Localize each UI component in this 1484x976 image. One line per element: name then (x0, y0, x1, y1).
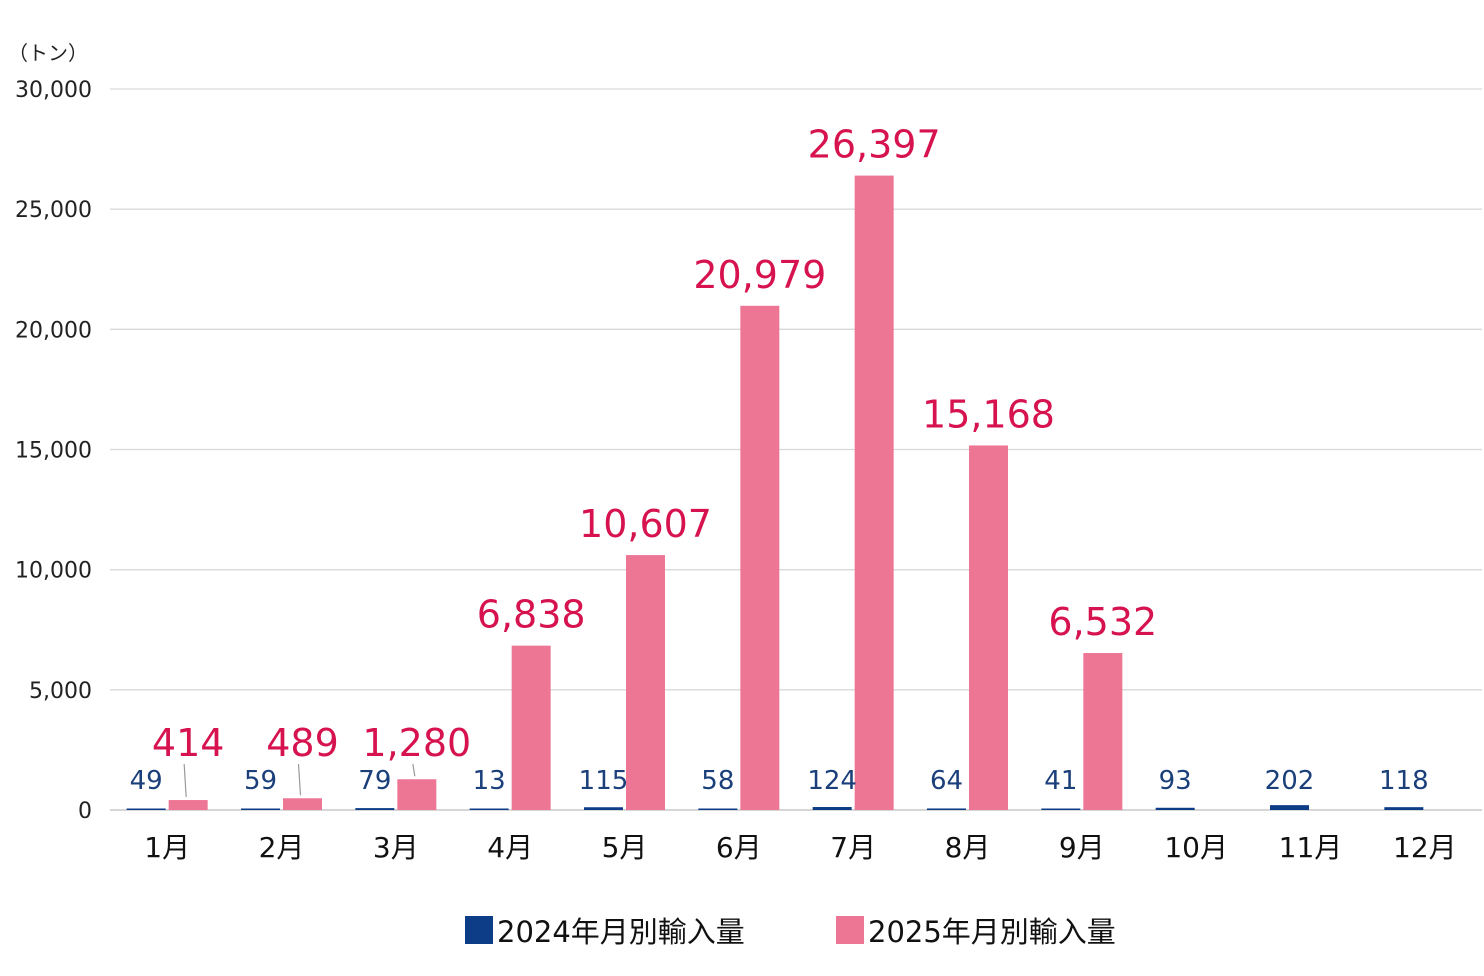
y-tick-label: 10,000 (15, 559, 92, 584)
bar-2025 (626, 555, 665, 810)
data-label-2025: 15,168 (922, 392, 1055, 436)
x-tick-label: 12月 (1393, 831, 1457, 864)
y-tick-label: 20,000 (15, 318, 92, 343)
data-label-2025: 6,838 (477, 593, 586, 637)
leader-line (297, 763, 302, 796)
x-tick-label: 1月 (144, 831, 190, 864)
x-tick-label: 4月 (487, 831, 533, 864)
bar-2024 (355, 808, 395, 810)
data-label-2024: 59 (244, 766, 277, 796)
bar-2024 (126, 808, 166, 810)
legend-swatch-2024 (465, 916, 493, 944)
bar-2024 (469, 808, 509, 810)
data-label-2024: 79 (358, 766, 391, 796)
x-tick-label: 3月 (373, 831, 419, 864)
bar-2025 (854, 175, 894, 810)
bar-2024 (1155, 807, 1195, 810)
bar-2025 (511, 645, 551, 810)
x-tick-label: 2月 (259, 831, 305, 864)
data-label-2025: 414 (152, 721, 225, 765)
bar-2024 (1384, 807, 1424, 810)
bar-2025 (969, 445, 1008, 810)
bars (126, 175, 1424, 810)
bar-2024 (241, 808, 280, 810)
bar-2024 (1041, 808, 1081, 810)
data-label-2025: 1,280 (362, 721, 471, 765)
bar-2024 (812, 807, 852, 810)
y-unit-label: （トン） (8, 41, 88, 65)
bar-2024 (584, 807, 623, 810)
data-label-2025: 20,979 (693, 253, 826, 297)
data-label-2024: 124 (807, 766, 857, 796)
bar-2024 (927, 808, 966, 810)
data-label-2025: 10,607 (579, 502, 712, 546)
x-tick-label: 10月 (1164, 831, 1228, 864)
x-tick-label: 9月 (1059, 831, 1105, 864)
y-tick-label: 25,000 (15, 198, 92, 223)
grid-lines (110, 88, 1482, 811)
y-tick-label: 30,000 (15, 78, 92, 103)
legend: 2024年月別輸入量 2025年月別輸入量 (465, 915, 1116, 949)
data-label-2024: 93 (1159, 766, 1192, 796)
bar-2025 (168, 800, 208, 810)
bar-2025 (397, 779, 437, 810)
data-label-2024: 41 (1044, 766, 1077, 796)
leader-line (412, 763, 416, 777)
legend-label-2024: 2024年月別輸入量 (497, 915, 745, 949)
data-label-2024: 58 (701, 766, 734, 796)
x-tick-label: 8月 (945, 831, 991, 864)
data-label-2024: 64 (930, 766, 963, 796)
data-label-2025: 6,532 (1048, 600, 1157, 644)
legend-swatch-2025 (836, 916, 864, 944)
y-tick-label: 5,000 (29, 679, 92, 704)
x-tick-label: 6月 (716, 831, 762, 864)
bar-2024 (1270, 805, 1309, 810)
leader-lines (183, 763, 416, 798)
bar-2025 (283, 798, 322, 810)
data-label-2024: 115 (579, 766, 629, 796)
data-label-2025: 489 (266, 721, 339, 765)
y-tick-label: 0 (78, 799, 92, 824)
x-tick-label: 5月 (602, 831, 648, 864)
bar-2024 (698, 808, 738, 810)
data-label-2024: 202 (1265, 766, 1315, 796)
x-axis-ticks: 1月 2月 3月 4月 5月 6月 7月 8月 9月 10月 11月 12月 (144, 831, 1456, 864)
y-axis-ticks: 0 5,000 10,000 15,000 20,000 25,000 30,000 (15, 78, 92, 824)
x-tick-label: 7月 (830, 831, 876, 864)
bar-2025 (1083, 653, 1123, 810)
leader-line (183, 763, 187, 798)
data-label-2024: 49 (130, 766, 163, 796)
data-label-2025: 26,397 (808, 123, 941, 167)
legend-label-2025: 2025年月別輸入量 (868, 915, 1116, 949)
x-tick-label: 11月 (1279, 831, 1343, 864)
data-label-2024: 13 (473, 766, 506, 796)
y-tick-label: 15,000 (15, 439, 92, 464)
bar-2025 (740, 305, 780, 810)
data-label-2024: 118 (1379, 766, 1429, 796)
